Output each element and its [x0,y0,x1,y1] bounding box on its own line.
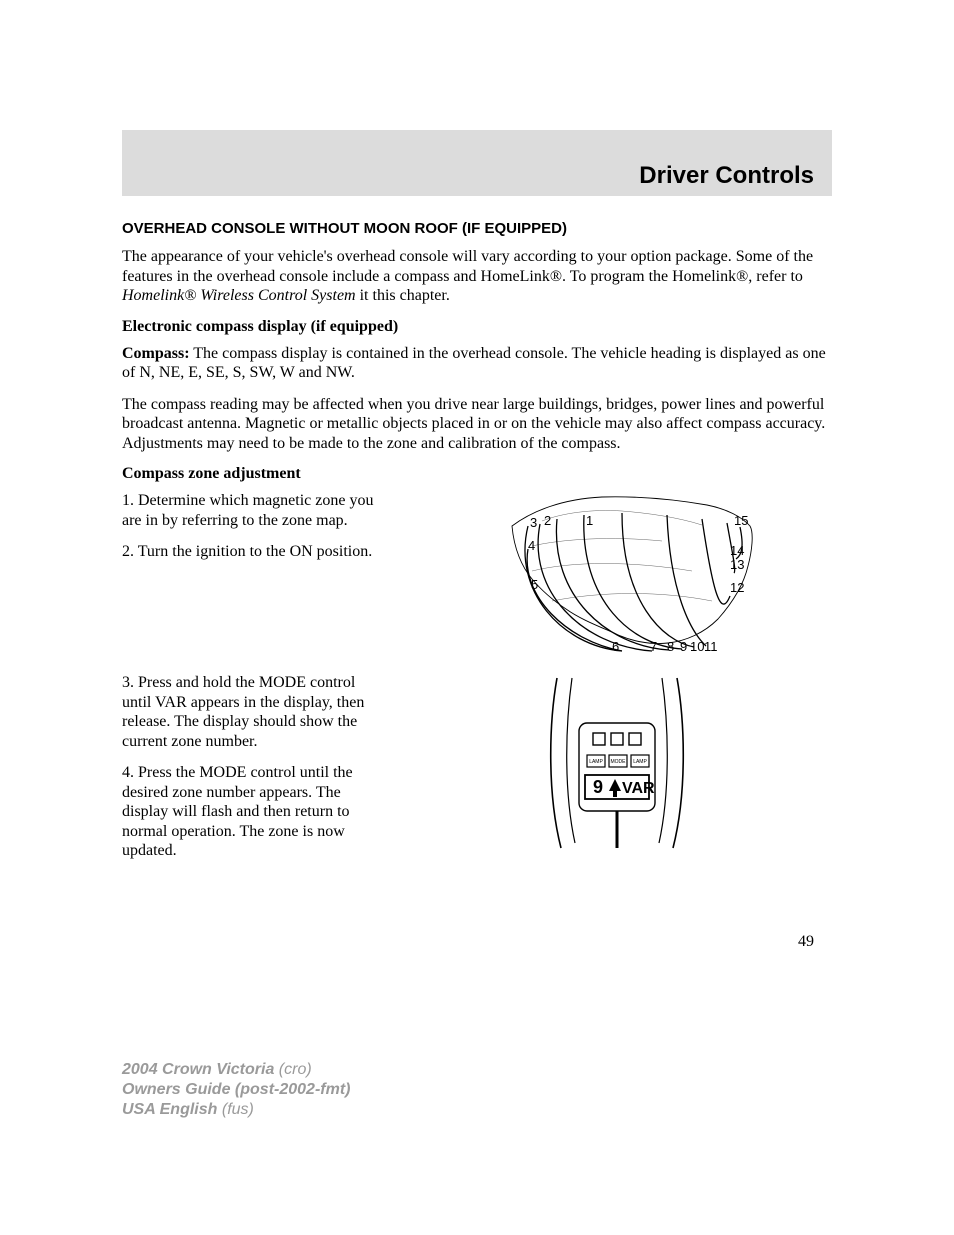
footer-line-3: USA English (fus) [122,1100,350,1120]
zone-label: 14 [730,543,744,558]
zone-label: 9 [680,639,687,654]
footer-lang: USA English [122,1101,217,1118]
heading-overhead-console: OVERHEAD CONSOLE WITHOUT MOON ROOF (IF E… [122,220,832,237]
compass-paragraph-2: The compass reading may be affected when… [122,395,832,454]
zone-label: 2 [544,513,551,528]
footer-guide: Owners Guide (post-2002-fmt) [122,1081,350,1098]
footer-code-3: (fus) [217,1101,253,1118]
zone-label: 10 [690,639,704,654]
zone-label: 6 [612,639,619,654]
footer-line-1: 2004 Crown Victoria (cro) [122,1060,350,1080]
section-header-band: Driver Controls [122,130,832,196]
console-svg: LAMP MODE LAMP 9 VAR [517,673,717,853]
footer-code-1: (cro) [274,1061,311,1078]
zone-steps-left-2: 3. Press and hold the MODE control until… [122,673,382,873]
step-3: 3. Press and hold the MODE control until… [122,673,382,751]
footer: 2004 Crown Victoria (cro) Owners Guide (… [122,1060,350,1120]
footer-line-2: Owners Guide (post-2002-fmt) [122,1080,350,1100]
zone-label: 4 [528,538,535,553]
page-content: Driver Controls OVERHEAD CONSOLE WITHOUT… [122,130,832,951]
section-title: Driver Controls [639,162,814,190]
footer-vehicle: 2004 Crown Victoria [122,1061,274,1078]
zone-label: 11 [704,639,718,654]
zone-label: 3 [530,515,537,530]
console-button-label: LAMP [589,759,603,765]
console-button-label: LAMP [633,759,647,765]
zone-label: 8 [667,639,674,654]
zone-map-figure: 123456789101112131415 [402,491,832,661]
zone-step-row-2: 3. Press and hold the MODE control until… [122,673,832,873]
zone-label: 13 [730,557,744,572]
svg-text:VAR: VAR [622,780,655,797]
zone-label: 15 [734,513,748,528]
zone-step-row-1: 1. Determine which magnetic zone you are… [122,491,832,661]
zone-label: 7 [650,639,657,654]
step-4: 4. Press the MODE control until the desi… [122,763,382,861]
console-figure: LAMP MODE LAMP 9 VAR [402,673,832,853]
step-2: 2. Turn the ignition to the ON position. [122,542,382,562]
intro-paragraph: The appearance of your vehicle's overhea… [122,247,832,306]
zone-steps-left: 1. Determine which magnetic zone you are… [122,491,382,574]
page-number: 49 [122,933,832,951]
compass-paragraph-1: Compass: The compass display is containe… [122,344,832,383]
heading-electronic-compass: Electronic compass display (if equipped) [122,318,832,336]
zone-label: 5 [531,577,538,592]
svg-text:9: 9 [593,777,603,797]
zone-label: 12 [730,580,744,595]
console-button-label: MODE [611,759,627,765]
heading-zone-adjustment: Compass zone adjustment [122,465,832,483]
zone-label: 1 [586,513,593,528]
step-1: 1. Determine which magnetic zone you are… [122,491,382,530]
zone-map-svg: 123456789101112131415 [472,491,762,661]
